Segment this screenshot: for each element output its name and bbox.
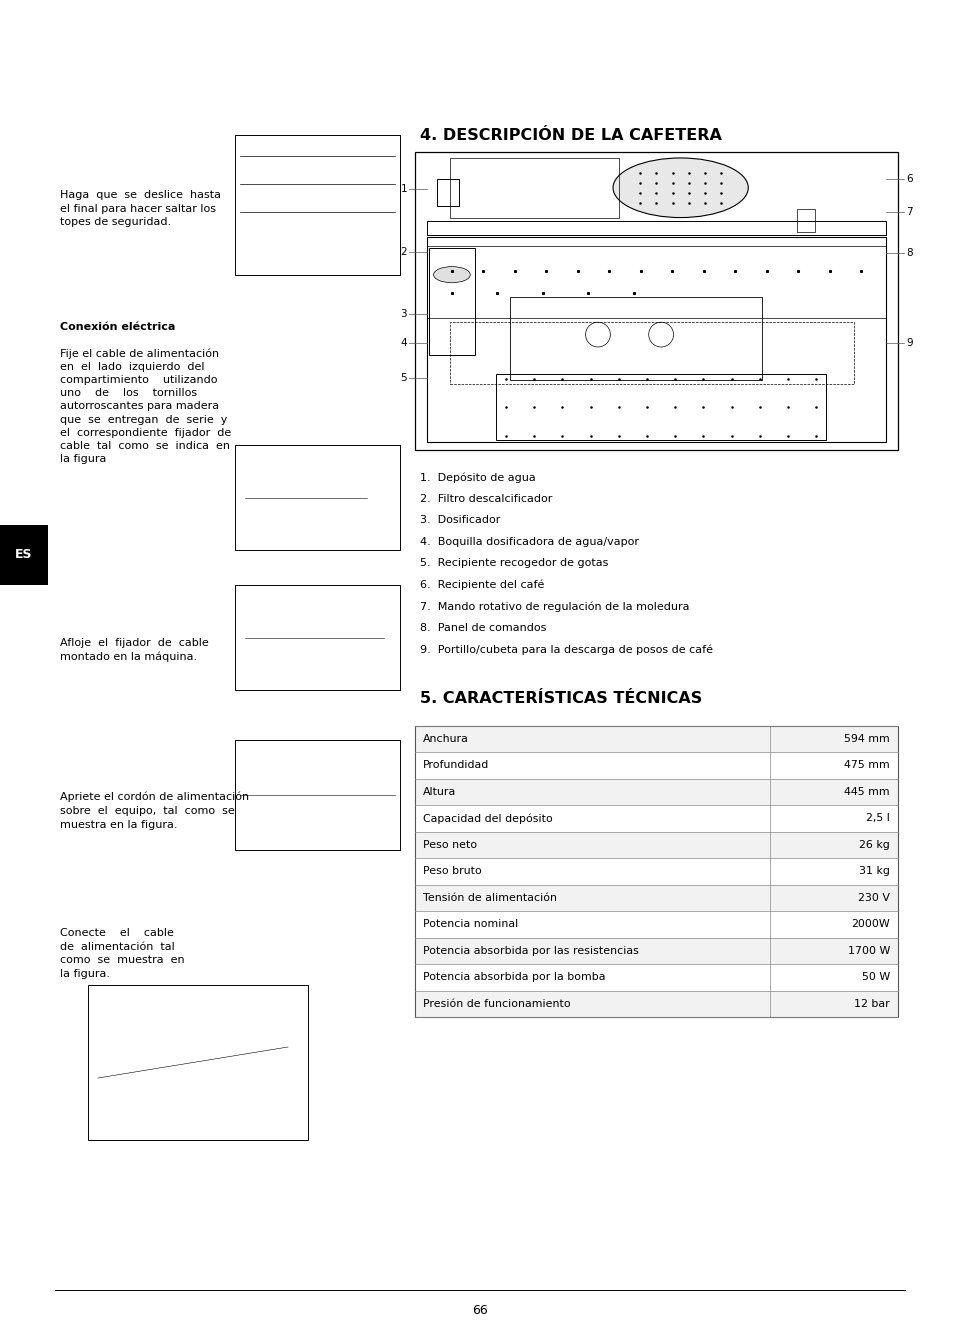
- Text: 1.  Depósito de agua: 1. Depósito de agua: [419, 472, 536, 482]
- Text: 594 mm: 594 mm: [843, 734, 889, 743]
- Text: 6.  Recipiente del café: 6. Recipiente del café: [419, 579, 544, 590]
- Bar: [234, 741, 399, 849]
- Text: 1700 W: 1700 W: [846, 946, 889, 956]
- Text: 12 bar: 12 bar: [853, 999, 889, 1009]
- Text: Conecte    el    cable
de  alimentación  tal
como  se  muestra  en
la figura.: Conecte el cable de alimentación tal com…: [60, 927, 185, 978]
- Text: 66: 66: [472, 1304, 487, 1317]
- Bar: [415, 884, 897, 911]
- Bar: [415, 753, 897, 778]
- Text: 7.  Mando rotativo de regulación de la moledura: 7. Mando rotativo de regulación de la mo…: [419, 601, 689, 612]
- Bar: [0, 526, 48, 585]
- Bar: [415, 938, 897, 964]
- Bar: [427, 246, 885, 319]
- Text: Afloje  el  fijador  de  cable
montado en la máquina.: Afloje el fijador de cable montado en la…: [60, 638, 209, 663]
- Text: Peso bruto: Peso bruto: [422, 867, 481, 876]
- Bar: [509, 297, 761, 380]
- Text: Altura: Altura: [422, 786, 456, 797]
- Text: 6: 6: [905, 173, 912, 184]
- Bar: [415, 152, 897, 450]
- Text: 3: 3: [400, 309, 407, 320]
- Text: 230 V: 230 V: [858, 892, 889, 903]
- Text: Tensión de alimentación: Tensión de alimentación: [422, 892, 557, 903]
- Text: Peso neto: Peso neto: [422, 840, 476, 849]
- Bar: [427, 220, 885, 235]
- Text: 1: 1: [400, 184, 407, 195]
- Text: 4.  Boquilla dosificadora de agua/vapor: 4. Boquilla dosificadora de agua/vapor: [419, 536, 639, 547]
- Text: Potencia nominal: Potencia nominal: [422, 919, 517, 929]
- Bar: [429, 247, 475, 355]
- Text: 2000W: 2000W: [850, 919, 889, 929]
- Text: Presión de funcionamiento: Presión de funcionamiento: [422, 999, 570, 1009]
- Text: 445 mm: 445 mm: [843, 786, 889, 797]
- Text: 31 kg: 31 kg: [859, 867, 889, 876]
- Text: 7: 7: [905, 207, 912, 216]
- Bar: [415, 964, 897, 991]
- Text: Potencia absorbida por la bomba: Potencia absorbida por la bomba: [422, 972, 605, 982]
- Bar: [415, 857, 897, 884]
- Text: 9: 9: [905, 337, 912, 348]
- Text: 3.  Dosificador: 3. Dosificador: [419, 515, 500, 526]
- Bar: [496, 374, 825, 439]
- Text: 4. DESCRIPCIÓN DE LA CAFETERA: 4. DESCRIPCIÓN DE LA CAFETERA: [419, 128, 721, 142]
- Text: ES: ES: [15, 548, 32, 562]
- Bar: [415, 726, 897, 1017]
- Bar: [415, 805, 897, 832]
- Text: Anchura: Anchura: [422, 734, 468, 743]
- Text: 8.  Panel de comandos: 8. Panel de comandos: [419, 622, 546, 633]
- Bar: [450, 159, 618, 218]
- Bar: [234, 585, 399, 689]
- Bar: [415, 991, 897, 1017]
- Text: 9.  Portillo/cubeta para la descarga de posos de café: 9. Portillo/cubeta para la descarga de p…: [419, 644, 712, 655]
- Text: Potencia absorbida por las resistencias: Potencia absorbida por las resistencias: [422, 946, 639, 956]
- Bar: [415, 726, 897, 753]
- Text: 4: 4: [400, 337, 407, 348]
- Bar: [88, 985, 308, 1140]
- Bar: [796, 208, 814, 233]
- Text: Profundidad: Profundidad: [422, 761, 489, 770]
- Bar: [415, 778, 897, 805]
- Text: Capacidad del depósito: Capacidad del depósito: [422, 813, 552, 824]
- Bar: [234, 445, 399, 550]
- Text: Haga  que  se  deslice  hasta
el final para hacer saltar los
topes de seguridad.: Haga que se deslice hasta el final para …: [60, 190, 221, 227]
- Bar: [450, 323, 853, 384]
- Ellipse shape: [613, 159, 747, 218]
- Ellipse shape: [433, 266, 470, 282]
- Text: Conexión eléctrica: Conexión eléctrica: [60, 323, 175, 332]
- Text: 475 mm: 475 mm: [843, 761, 889, 770]
- Text: Apriete el cordón de alimentación
sobre  el  equipo,  tal  como  se
muestra en l: Apriete el cordón de alimentación sobre …: [60, 792, 249, 829]
- Text: 2,5 l: 2,5 l: [865, 813, 889, 824]
- Text: 2.  Filtro descalcificador: 2. Filtro descalcificador: [419, 493, 552, 504]
- Bar: [415, 911, 897, 938]
- Bar: [436, 179, 458, 206]
- Text: 50 W: 50 W: [861, 972, 889, 982]
- Text: 5: 5: [400, 374, 407, 383]
- Text: 26 kg: 26 kg: [859, 840, 889, 849]
- Text: 5. CARACTERÍSTICAS TÉCNICAS: 5. CARACTERÍSTICAS TÉCNICAS: [419, 691, 701, 706]
- Text: 5.  Recipiente recogedor de gotas: 5. Recipiente recogedor de gotas: [419, 558, 608, 569]
- Bar: [234, 134, 399, 276]
- Text: Fije el cable de alimentación
en  el  lado  izquierdo  del
compartimiento    uti: Fije el cable de alimentación en el lado…: [60, 348, 231, 464]
- Text: 2: 2: [400, 247, 407, 257]
- Bar: [415, 832, 897, 857]
- Bar: [427, 238, 885, 442]
- Text: 8: 8: [905, 249, 912, 258]
